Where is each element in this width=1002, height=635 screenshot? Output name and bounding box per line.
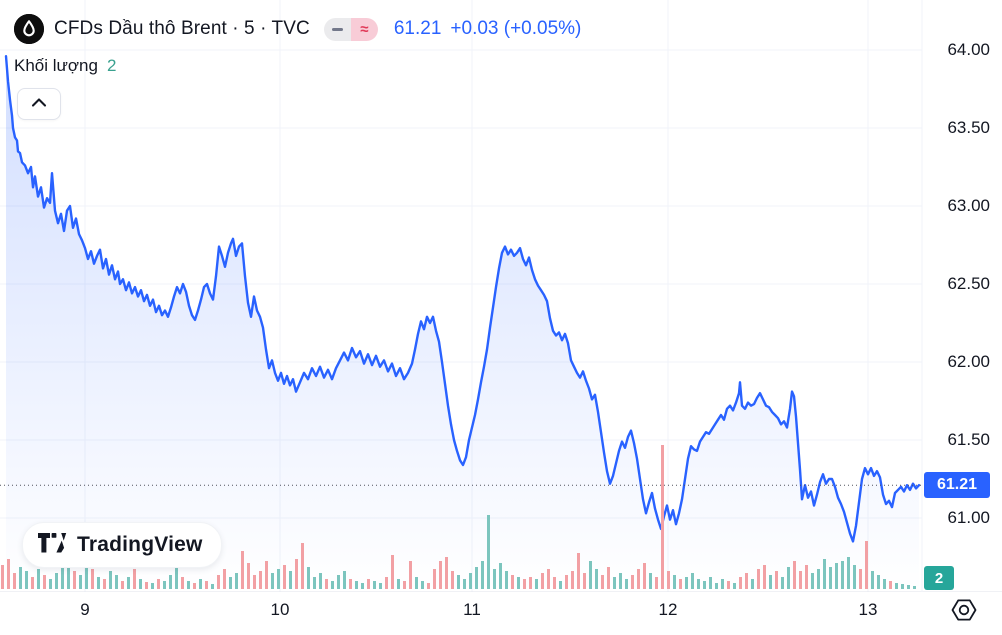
hide-indicator-button[interactable] xyxy=(323,17,351,41)
price-axis-label: 61.00 xyxy=(947,508,990,527)
area-series xyxy=(6,56,919,592)
time-scale[interactable]: 9 10 11 12 13 xyxy=(0,592,1002,635)
volume-label: Khối lượng xyxy=(14,56,98,75)
price-scale[interactable]: 61.21 2 64.00 63.50 63.00 62.50 62.00 61.50 61… xyxy=(922,0,1002,592)
legend-pills: ≈ xyxy=(323,17,378,41)
price-axis-label: 62.50 xyxy=(947,274,990,293)
last-price-text: 61.21 xyxy=(393,18,442,39)
volume-value: 2 xyxy=(106,56,117,75)
line-series xyxy=(4,55,921,543)
chevron-up-icon xyxy=(30,95,48,113)
symbol-legend: CFDs Dầu thô Brent · 5 · TVC ≈ 61.21 +0.… xyxy=(14,14,581,44)
time-axis-label: 11 xyxy=(463,600,481,619)
approx-icon: ≈ xyxy=(360,20,369,38)
settings-button[interactable] xyxy=(944,592,984,630)
volume-legend: Khối lượng 2 xyxy=(14,56,116,76)
collapse-indicators-button[interactable] xyxy=(17,88,61,120)
price-axis-label: 63.00 xyxy=(947,196,990,215)
price-axis-label: 62.00 xyxy=(947,352,990,371)
volume-badge: 2 xyxy=(924,566,954,590)
price-readout: 61.21 +0.03 (+0.05%) xyxy=(394,18,582,40)
volume-series xyxy=(1,445,916,589)
settings-gear-icon xyxy=(949,595,979,628)
tradingview-logo-text: TradingView xyxy=(77,533,203,556)
symbol-title[interactable]: CFDs Dầu thô Brent · 5 · TVC xyxy=(54,18,310,39)
price-change-text: +0.03 (+0.05%) xyxy=(450,18,582,39)
time-axis-label: 9 xyxy=(80,600,90,619)
time-axis-label: 10 xyxy=(270,600,290,619)
tradingview-logo[interactable]: TradingView xyxy=(22,522,222,568)
minus-icon xyxy=(331,27,343,31)
price-axis-label: 63.50 xyxy=(947,118,990,137)
price-axis-label: 61.50 xyxy=(947,430,990,449)
last-price-badge: 61.21 xyxy=(924,472,990,498)
time-axis-label: 13 xyxy=(858,600,878,619)
delayed-data-badge[interactable]: ≈ xyxy=(350,17,378,41)
oil-drop-icon xyxy=(14,14,44,44)
tradingview-icon xyxy=(37,532,68,559)
price-axis-label: 64.00 xyxy=(947,40,990,59)
time-axis-label: 12 xyxy=(658,600,678,619)
